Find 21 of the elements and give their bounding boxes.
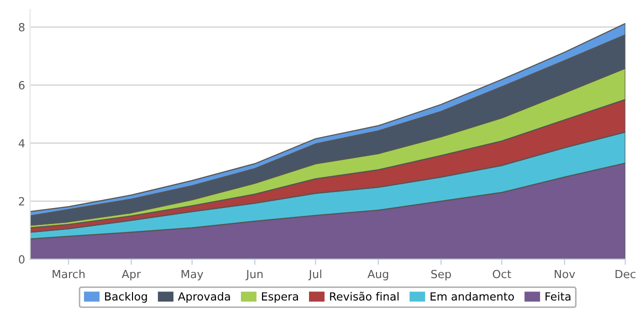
legend-label: Aprovada xyxy=(178,292,230,303)
x-tick-label: Jul xyxy=(308,270,322,280)
y-tick-label: 0 xyxy=(18,255,24,264)
y-tick-label: 2 xyxy=(18,197,24,206)
legend-label: Espera xyxy=(262,292,298,303)
legend-label: Feita xyxy=(546,292,570,301)
y-tick-label: 4 xyxy=(18,139,25,148)
x-tick-label: March xyxy=(52,270,85,278)
y-tick-label: 6 xyxy=(18,81,25,90)
x-tick-label: Nov xyxy=(554,270,576,278)
x-tick-label: Jun xyxy=(246,270,263,280)
x-tick-label: May xyxy=(182,270,204,280)
x-tick-label: Dec xyxy=(616,270,636,278)
legend-label: Backlog xyxy=(105,292,147,303)
legend-label: Revisão final xyxy=(330,292,399,301)
x-tick-label: Apr xyxy=(122,270,141,280)
x-tick-label: Oct xyxy=(492,270,512,278)
legend-label: Em andamento xyxy=(430,292,514,301)
x-tick-label: Sep xyxy=(431,270,451,280)
y-tick-label: 8 xyxy=(18,22,24,32)
x-tick-label: Aug xyxy=(368,270,388,280)
